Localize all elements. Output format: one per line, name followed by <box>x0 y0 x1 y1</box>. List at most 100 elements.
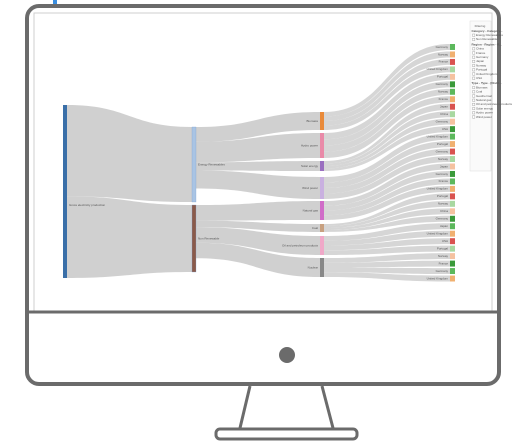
target-label: Germany <box>436 82 449 86</box>
stand-base <box>214 427 359 441</box>
power-dot <box>279 347 295 363</box>
target-label: United Kingdom <box>427 276 449 280</box>
target-label: Germany <box>436 45 449 49</box>
target-node <box>450 126 455 133</box>
filter-item: Japan <box>476 59 485 63</box>
target-label: United Kingdom <box>427 67 449 71</box>
target-label: USA <box>442 127 448 131</box>
filter-item: United Kingdom <box>476 72 498 76</box>
type-node <box>320 112 324 130</box>
target-label: Norway <box>438 90 449 94</box>
target-label: Germany <box>436 149 449 153</box>
target-node <box>450 170 455 177</box>
checkbox[interactable] <box>472 94 476 98</box>
category-node <box>191 126 197 203</box>
checkbox[interactable] <box>472 76 476 80</box>
checkbox[interactable] <box>472 60 476 63</box>
checkbox[interactable] <box>472 90 476 94</box>
target-node <box>450 66 455 73</box>
target-node <box>450 51 455 58</box>
target-label: France <box>439 60 449 64</box>
target-node <box>450 156 455 162</box>
type-label: Coal <box>312 226 319 230</box>
flow <box>324 51 450 121</box>
target-label: France <box>439 179 449 183</box>
target-node <box>450 253 455 260</box>
flow <box>196 201 320 221</box>
section-title: Category - Category... <box>472 29 503 33</box>
checkbox[interactable] <box>472 38 476 41</box>
target-label: United Kingdom <box>427 134 449 138</box>
filter-item: China <box>476 47 484 51</box>
target-label: France <box>439 97 449 101</box>
filter-item: Biomass <box>476 85 488 89</box>
target-node <box>450 193 455 200</box>
filter-item: USA <box>476 76 482 80</box>
target-label: Japan <box>440 105 449 109</box>
flow <box>324 178 450 216</box>
flow <box>324 223 450 241</box>
flow <box>324 103 450 164</box>
checkbox[interactable] <box>472 86 476 89</box>
target-node <box>450 148 455 155</box>
target-node <box>450 111 455 118</box>
target-node <box>450 178 455 185</box>
checkbox[interactable] <box>472 64 476 67</box>
target-node <box>450 58 455 65</box>
flow <box>196 242 320 277</box>
filter-item: Hydro power <box>476 111 493 115</box>
target-label: Norway <box>438 52 449 56</box>
filter-item: Natural gas <box>476 98 492 102</box>
target-node <box>450 223 455 230</box>
flow <box>324 81 450 146</box>
checkbox[interactable] <box>472 98 476 102</box>
checkbox[interactable] <box>472 107 476 110</box>
flow <box>324 272 450 282</box>
panel-title: Filtering <box>475 24 486 28</box>
checkbox[interactable] <box>472 111 476 115</box>
type-node <box>320 177 324 199</box>
filter-item: France <box>476 51 486 55</box>
target-label: United Kingdom <box>427 232 449 236</box>
target-label: Norway <box>438 202 449 206</box>
target-label: Norway <box>438 254 449 258</box>
flow <box>324 185 450 220</box>
nodes: Gross electricity production Energy Renew… <box>63 44 455 282</box>
section-title: Region - Region - R... <box>472 42 502 46</box>
flow <box>324 96 450 158</box>
flow <box>324 267 450 275</box>
flow <box>324 126 450 171</box>
filter-item: Coal <box>476 90 483 94</box>
target-node <box>450 208 455 215</box>
target-label: United Kingdom <box>427 187 449 191</box>
target-label: Portugal <box>437 194 449 198</box>
checkbox[interactable] <box>472 33 476 37</box>
flow <box>324 260 450 268</box>
checkbox[interactable] <box>472 68 476 72</box>
target-node <box>450 238 455 245</box>
panel-box <box>469 20 492 172</box>
stand <box>238 385 335 429</box>
checkbox[interactable] <box>472 72 476 76</box>
checkbox[interactable] <box>472 115 476 119</box>
flow <box>324 148 450 194</box>
target-node <box>450 73 455 80</box>
type-label: Wind power <box>302 186 318 190</box>
category-label: Non Renewable <box>198 236 220 240</box>
flow <box>324 215 450 232</box>
target-node <box>450 141 455 148</box>
flow <box>324 133 450 183</box>
type-label: Natural gas <box>303 208 319 212</box>
checkbox[interactable] <box>472 47 476 51</box>
target-node <box>450 215 455 222</box>
source-label: Gross electricity production <box>69 203 106 207</box>
checkbox[interactable] <box>472 103 476 106</box>
flow <box>324 253 450 263</box>
type-node <box>320 201 324 220</box>
checkbox[interactable] <box>472 55 476 59</box>
target-label: Germany <box>436 269 449 273</box>
checkbox[interactable] <box>472 51 476 55</box>
flow <box>324 141 450 188</box>
